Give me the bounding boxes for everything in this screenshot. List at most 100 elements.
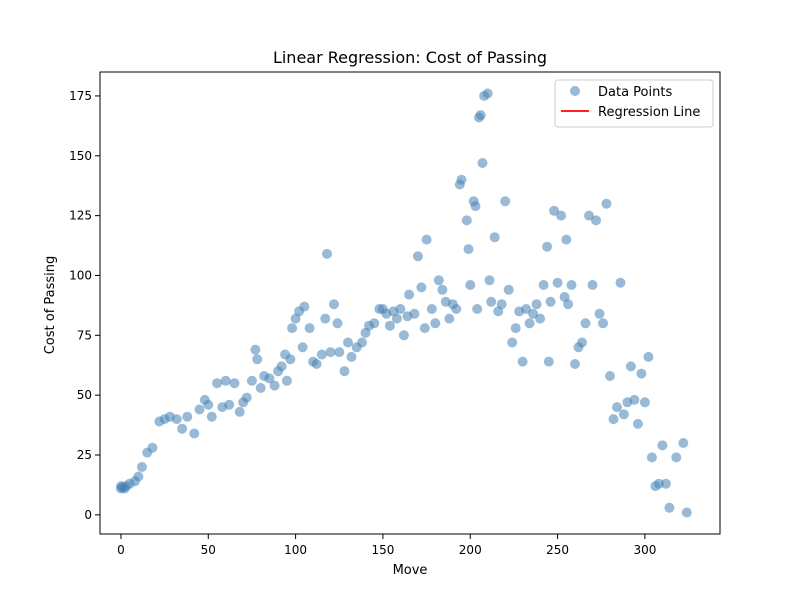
data-point xyxy=(618,409,629,420)
data-point xyxy=(636,368,647,379)
y-tick-label: 0 xyxy=(84,508,92,522)
data-point xyxy=(477,158,488,168)
x-ticks: 0 50 100 150 200 250 300 xyxy=(117,534,656,557)
data-point xyxy=(246,375,257,386)
data-point xyxy=(285,354,296,365)
data-point xyxy=(329,299,339,310)
y-tick-label: 25 xyxy=(77,448,92,462)
data-point xyxy=(475,110,486,121)
y-axis-label: Cost of Passing xyxy=(43,256,58,355)
data-point xyxy=(605,371,615,381)
y-tick-label: 175 xyxy=(69,89,92,103)
data-point xyxy=(322,248,332,259)
y-tick-label: 100 xyxy=(69,268,92,282)
y-tick-label: 50 xyxy=(77,388,92,402)
data-point xyxy=(500,196,511,207)
data-point xyxy=(570,359,580,369)
data-point xyxy=(591,215,601,226)
data-point xyxy=(535,313,546,324)
data-point xyxy=(521,304,532,314)
x-tick-label: 50 xyxy=(201,543,216,557)
y-tick-label: 75 xyxy=(77,328,92,342)
data-point xyxy=(419,323,430,334)
data-point xyxy=(384,320,395,331)
data-point xyxy=(412,251,423,262)
x-tick-label: 100 xyxy=(284,543,307,557)
data-point xyxy=(503,284,514,295)
data-point xyxy=(456,174,467,185)
data-point xyxy=(507,337,518,348)
data-point xyxy=(220,375,231,386)
data-point xyxy=(660,478,671,489)
data-point xyxy=(276,361,287,372)
data-point xyxy=(426,304,437,314)
data-point xyxy=(615,277,626,288)
data-point xyxy=(395,304,406,314)
data-point xyxy=(229,378,240,389)
data-point xyxy=(189,428,200,439)
data-point xyxy=(250,344,261,355)
data-point xyxy=(206,411,217,422)
data-point xyxy=(580,318,591,329)
data-point xyxy=(334,347,345,358)
data-point xyxy=(524,318,535,329)
data-point xyxy=(311,359,322,369)
data-point xyxy=(629,394,640,405)
data-point xyxy=(320,313,331,324)
data-point xyxy=(552,277,563,288)
data-point xyxy=(433,275,444,286)
data-point xyxy=(252,354,263,365)
data-point xyxy=(531,299,542,310)
data-point xyxy=(171,414,182,425)
data-point xyxy=(234,406,245,417)
data-point xyxy=(664,502,675,513)
data-point xyxy=(561,234,572,245)
data-point xyxy=(612,402,622,413)
data-point xyxy=(304,323,315,334)
data-point xyxy=(299,301,310,312)
data-point xyxy=(601,198,612,209)
data-point xyxy=(545,296,556,307)
data-point xyxy=(646,452,657,463)
data-point xyxy=(543,356,554,367)
data-point xyxy=(416,282,427,293)
data-point xyxy=(194,404,205,415)
points-layer xyxy=(116,88,692,518)
data-point xyxy=(325,347,336,358)
x-tick-label: 300 xyxy=(633,543,656,557)
data-point xyxy=(357,337,367,348)
data-point xyxy=(269,380,280,391)
data-point xyxy=(517,356,528,367)
data-point xyxy=(391,313,402,324)
data-point xyxy=(398,330,409,341)
legend-marker-data-points xyxy=(570,86,580,96)
data-point xyxy=(297,342,308,353)
data-point xyxy=(281,375,292,386)
data-point xyxy=(489,232,500,243)
data-point xyxy=(657,440,668,451)
x-tick-label: 200 xyxy=(459,543,482,557)
data-point xyxy=(463,244,474,255)
data-point xyxy=(182,411,193,422)
data-point xyxy=(430,318,441,329)
data-point xyxy=(147,442,158,453)
data-point xyxy=(343,337,353,348)
data-point xyxy=(510,323,521,334)
data-point xyxy=(671,452,682,463)
data-point xyxy=(241,392,252,403)
data-point xyxy=(437,284,448,295)
data-point xyxy=(339,366,350,377)
data-point xyxy=(287,323,298,334)
data-point xyxy=(639,397,650,408)
data-point xyxy=(632,418,643,429)
legend-label-regression-line: Regression Line xyxy=(598,105,700,120)
data-point xyxy=(643,351,654,362)
data-point xyxy=(421,234,432,245)
data-point xyxy=(496,299,507,310)
x-tick-label: 0 xyxy=(117,543,125,557)
data-point xyxy=(594,308,605,319)
data-point xyxy=(482,88,493,99)
plot-frame xyxy=(99,71,721,535)
data-point xyxy=(681,507,692,518)
data-point xyxy=(563,299,574,310)
